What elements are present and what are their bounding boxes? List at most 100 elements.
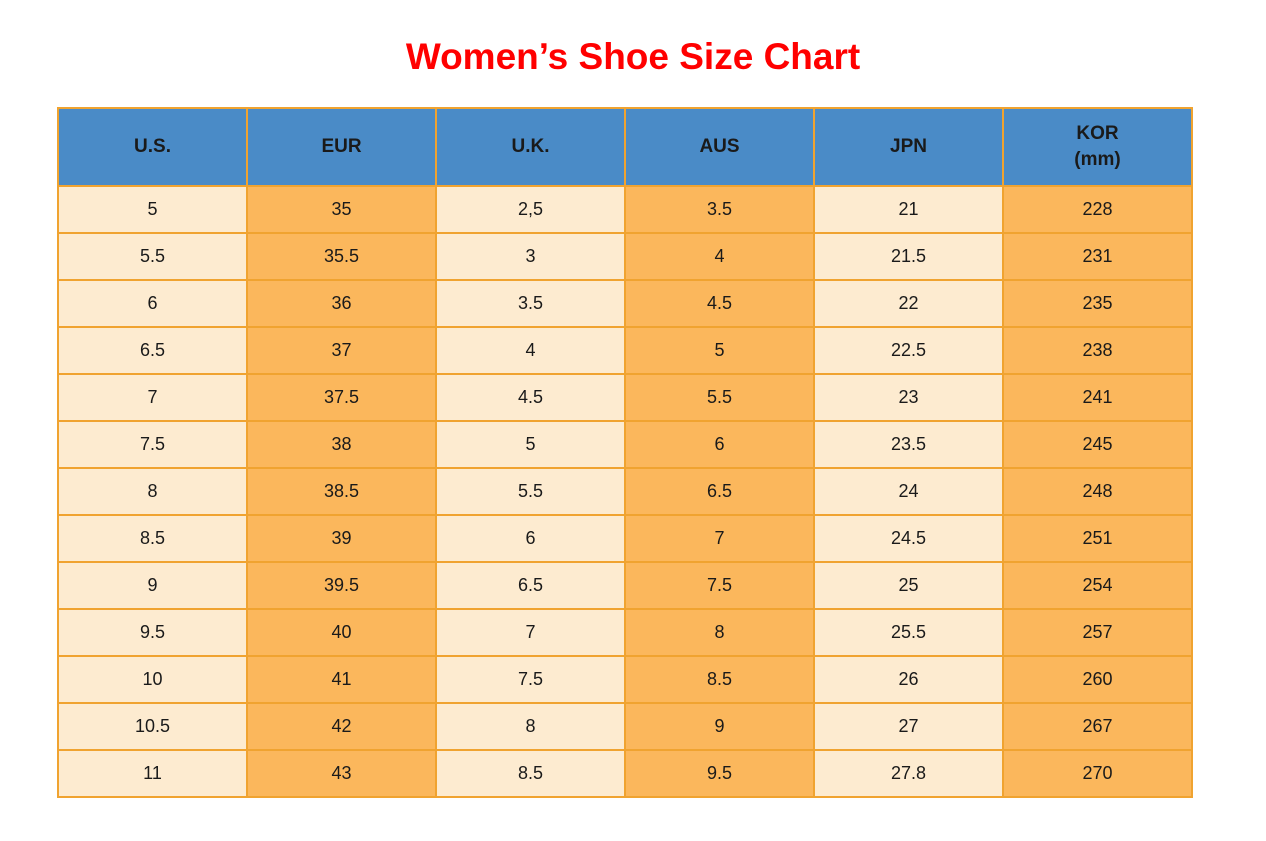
table-cell: 4	[435, 326, 626, 375]
table-row: 8.5 39 6 7 24.5 251	[57, 514, 1193, 563]
table-cell: 4.5	[624, 279, 815, 328]
column-header-kor: KOR (mm)	[1002, 107, 1193, 187]
table-cell: 24.5	[813, 514, 1004, 563]
table-cell: 6.5	[57, 326, 248, 375]
table-row: 7.5 38 5 6 23.5 245	[57, 420, 1193, 469]
table-cell: 6.5	[624, 467, 815, 516]
table-cell: 36	[246, 279, 437, 328]
table-cell: 27.8	[813, 749, 1004, 798]
table-cell: 27	[813, 702, 1004, 751]
column-header-us: U.S.	[57, 107, 248, 187]
table-row: 11 43 8.5 9.5 27.8 270	[57, 749, 1193, 798]
table-row: 9.5 40 7 8 25.5 257	[57, 608, 1193, 657]
table-cell: 25.5	[813, 608, 1004, 657]
table-cell: 7.5	[57, 420, 248, 469]
table-cell: 257	[1002, 608, 1193, 657]
table-cell: 248	[1002, 467, 1193, 516]
table-cell: 8.5	[624, 655, 815, 704]
table-cell: 3	[435, 232, 626, 281]
table-cell: 251	[1002, 514, 1193, 563]
table-cell: 235	[1002, 279, 1193, 328]
table-cell: 42	[246, 702, 437, 751]
size-table-body: 5 35 2,5 3.5 21 228 5.5 35.5 3 4 21.5 231 6 36 3.5 4.5 2…	[57, 185, 1193, 798]
table-row: 10 41 7.5 8.5 26 260	[57, 655, 1193, 704]
table-row: 8 38.5 5.5 6.5 24 248	[57, 467, 1193, 516]
table-cell: 254	[1002, 561, 1193, 610]
table-cell: 260	[1002, 655, 1193, 704]
table-cell: 5	[624, 326, 815, 375]
table-cell: 245	[1002, 420, 1193, 469]
table-cell: 3.5	[435, 279, 626, 328]
table-cell: 35	[246, 185, 437, 234]
table-cell: 2,5	[435, 185, 626, 234]
table-cell: 9	[57, 561, 248, 610]
table-cell: 38	[246, 420, 437, 469]
table-cell: 10.5	[57, 702, 248, 751]
table-row: 6 36 3.5 4.5 22 235	[57, 279, 1193, 328]
table-row: 5.5 35.5 3 4 21.5 231	[57, 232, 1193, 281]
table-cell: 40	[246, 608, 437, 657]
table-cell: 21	[813, 185, 1004, 234]
table-row: 9 39.5 6.5 7.5 25 254	[57, 561, 1193, 610]
table-cell: 7.5	[624, 561, 815, 610]
table-cell: 4	[624, 232, 815, 281]
table-cell: 6	[624, 420, 815, 469]
table-row: 7 37.5 4.5 5.5 23 241	[57, 373, 1193, 422]
table-cell: 231	[1002, 232, 1193, 281]
table-cell: 23.5	[813, 420, 1004, 469]
table-cell: 5.5	[624, 373, 815, 422]
table-cell: 38.5	[246, 467, 437, 516]
table-cell: 5.5	[57, 232, 248, 281]
table-cell: 37	[246, 326, 437, 375]
table-row: 10.5 42 8 9 27 267	[57, 702, 1193, 751]
table-cell: 5	[57, 185, 248, 234]
table-cell: 5	[435, 420, 626, 469]
table-cell: 8	[57, 467, 248, 516]
table-cell: 39.5	[246, 561, 437, 610]
table-cell: 21.5	[813, 232, 1004, 281]
table-cell: 22.5	[813, 326, 1004, 375]
column-header-jpn: JPN	[813, 107, 1004, 187]
table-cell: 35.5	[246, 232, 437, 281]
table-cell: 267	[1002, 702, 1193, 751]
table-cell: 241	[1002, 373, 1193, 422]
table-cell: 7	[624, 514, 815, 563]
table-row: 6.5 37 4 5 22.5 238	[57, 326, 1193, 375]
table-cell: 9.5	[57, 608, 248, 657]
table-cell: 8	[435, 702, 626, 751]
table-cell: 6.5	[435, 561, 626, 610]
table-cell: 10	[57, 655, 248, 704]
table-cell: 5.5	[435, 467, 626, 516]
header-row: U.S. EUR U.K. AUS JPN KOR (mm)	[57, 107, 1193, 187]
table-cell: 3.5	[624, 185, 815, 234]
table-cell: 9.5	[624, 749, 815, 798]
table-cell: 270	[1002, 749, 1193, 798]
table-cell: 9	[624, 702, 815, 751]
table-cell: 7	[57, 373, 248, 422]
table-cell: 8.5	[435, 749, 626, 798]
column-header-uk: U.K.	[435, 107, 626, 187]
table-cell: 6	[435, 514, 626, 563]
table-cell: 22	[813, 279, 1004, 328]
column-header-eur: EUR	[246, 107, 437, 187]
table-cell: 228	[1002, 185, 1193, 234]
table-cell: 6	[57, 279, 248, 328]
table-cell: 26	[813, 655, 1004, 704]
table-row: 5 35 2,5 3.5 21 228	[57, 185, 1193, 234]
column-header-aus: AUS	[624, 107, 815, 187]
table-cell: 43	[246, 749, 437, 798]
table-cell: 8	[624, 608, 815, 657]
page-title: Women’s Shoe Size Chart	[405, 36, 861, 77]
table-cell: 37.5	[246, 373, 437, 422]
table-cell: 7	[435, 608, 626, 657]
table-header: U.S. EUR U.K. AUS JPN KOR (mm)	[57, 107, 1193, 187]
table-cell: 238	[1002, 326, 1193, 375]
table-cell: 4.5	[435, 373, 626, 422]
table-cell: 39	[246, 514, 437, 563]
table-cell: 11	[57, 749, 248, 798]
table-cell: 24	[813, 467, 1004, 516]
table-cell: 8.5	[57, 514, 248, 563]
shoe-size-table: U.S. EUR U.K. AUS JPN KOR (mm) 5 35 2,5 3.5…	[57, 107, 1193, 798]
table-cell: 23	[813, 373, 1004, 422]
